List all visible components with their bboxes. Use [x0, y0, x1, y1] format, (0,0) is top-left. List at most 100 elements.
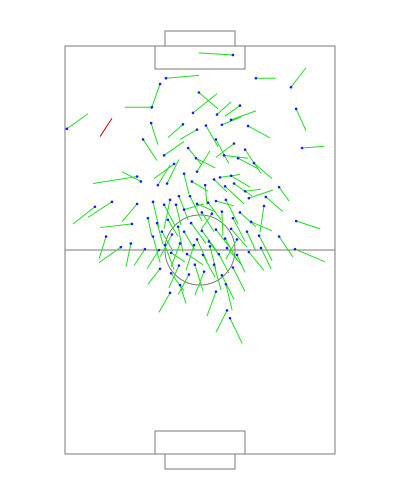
successful-pass-line: [186, 253, 204, 266]
successful-pass-line: [229, 317, 243, 344]
successful-pass-line: [165, 74, 199, 79]
successful-pass-line: [177, 274, 190, 295]
pass-start-point: [174, 203, 178, 207]
pass-start-point: [185, 252, 189, 256]
pass-start-point: [197, 91, 201, 94]
pass-start-point: [146, 216, 150, 220]
pass-start-point: [259, 246, 263, 250]
pass-start-point: [224, 198, 228, 202]
pass-start-point: [212, 263, 216, 266]
successful-pass-line: [248, 251, 265, 271]
successful-pass-line: [196, 150, 211, 172]
successful-pass-line: [93, 176, 138, 184]
successful-pass-line: [233, 183, 253, 197]
pass-start-point: [172, 162, 176, 166]
successful-pass-line: [294, 248, 326, 263]
successful-pass-line: [302, 145, 324, 149]
successful-pass-line: [202, 254, 216, 278]
pass-start-point: [110, 200, 114, 204]
successful-pass-line: [150, 83, 161, 110]
pass-start-point: [104, 235, 108, 238]
successful-pass-line: [168, 265, 180, 289]
successful-pass-line: [150, 122, 159, 145]
successful-pass-line: [237, 157, 259, 170]
successful-pass-line: [225, 199, 239, 225]
pass-start-markers: [65, 53, 304, 320]
top-goal: [164, 30, 236, 47]
pass-start-point: [139, 180, 143, 183]
successful-pass-line: [194, 264, 204, 291]
pass-start-point: [182, 172, 186, 176]
successful-pass-line: [216, 101, 232, 115]
successful-pass-line: [121, 203, 138, 223]
successful-pass-line: [167, 219, 179, 237]
pass-start-point: [254, 76, 258, 80]
successful-pass-line: [239, 212, 257, 228]
pass-start-point: [200, 211, 204, 214]
successful-pass-line: [265, 196, 284, 213]
successful-pass-line: [221, 275, 235, 300]
successful-pass-line: [232, 217, 246, 242]
successful-pass-line: [87, 201, 113, 218]
pass-start-point: [65, 127, 69, 131]
successful-pass-line: [245, 188, 262, 192]
successful-pass-line: [250, 221, 273, 232]
pass-start-point: [189, 221, 193, 225]
pass-start-point: [247, 250, 251, 254]
successful-pass-line: [198, 52, 233, 56]
pass-start-point: [194, 156, 198, 160]
pass-start-point: [176, 225, 180, 229]
pass-start-point: [249, 220, 253, 224]
pass-start-point: [168, 291, 172, 295]
pass-start-point: [235, 238, 239, 241]
successful-pass-line: [166, 159, 180, 184]
successful-pass-line: [152, 236, 161, 263]
successful-pass-line: [189, 195, 203, 222]
successful-pass-line: [163, 204, 176, 226]
pass-start-point: [235, 253, 239, 257]
pass-start-point: [202, 270, 206, 273]
pass-start-point: [231, 216, 235, 220]
pass-start-point: [243, 189, 247, 193]
successful-pass-line: [230, 110, 257, 121]
pass-start-point: [238, 104, 242, 107]
successful-pass-line: [195, 157, 216, 169]
pass-start-point: [200, 229, 204, 233]
bottom-goal: [164, 453, 236, 470]
successful-pass-line: [177, 226, 184, 253]
successful-pass-line: [232, 267, 246, 292]
successful-pass-line: [224, 105, 241, 117]
pass-start-point: [231, 53, 235, 57]
pass-start-point: [232, 182, 236, 185]
successful-pass-line: [161, 231, 174, 252]
pass-start-point: [191, 111, 195, 115]
pass-start-point: [119, 245, 123, 249]
successful-pass-line: [225, 284, 233, 311]
pass-start-point: [277, 185, 281, 189]
pass-start-point: [141, 138, 145, 141]
pass-start-point: [169, 251, 173, 255]
pass-start-point: [182, 230, 186, 233]
successful-pass-line: [153, 163, 175, 180]
successful-pass-line: [246, 231, 257, 252]
successful-pass-line: [248, 189, 274, 199]
pass-start-point: [243, 148, 247, 151]
pass-start-point: [170, 233, 174, 236]
pass-start-point: [135, 202, 139, 206]
pass-start-point: [277, 235, 281, 238]
pass-start-point: [178, 242, 182, 245]
successful-pass-line: [146, 249, 160, 270]
pass-start-point: [208, 245, 212, 248]
successful-pass-line: [196, 239, 208, 263]
successful-pass-line: [215, 143, 235, 158]
successful-pass-line: [213, 179, 228, 193]
pass-start-point: [264, 195, 268, 199]
successful-pass-line: [158, 292, 171, 313]
pass-start-point: [229, 227, 233, 231]
unsuccessful-pass-line: [99, 117, 113, 137]
successful-pass-line: [205, 125, 219, 148]
successful-pass-line: [185, 244, 195, 271]
successful-pass-line: [295, 108, 307, 132]
pass-start-point: [225, 309, 229, 312]
